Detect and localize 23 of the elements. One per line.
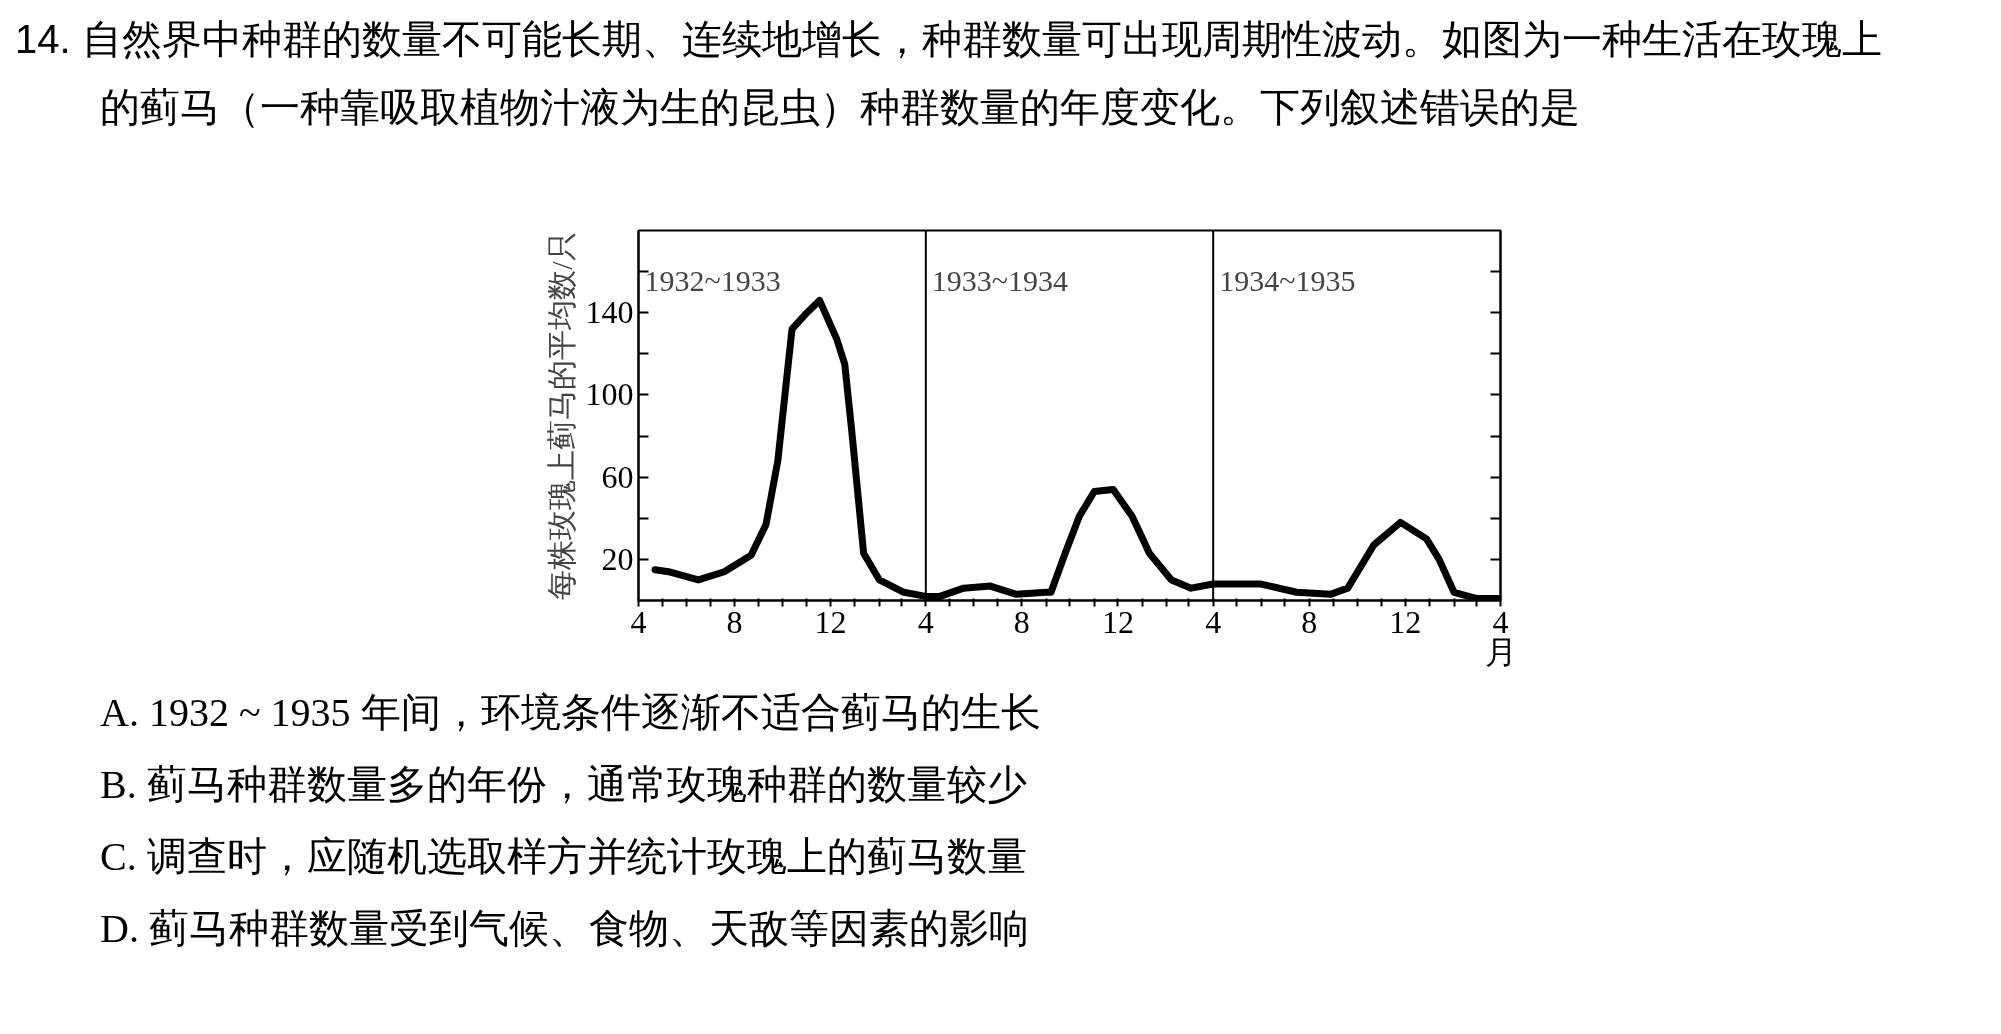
chart-title: 14. 自然界中种群的数量不可能长期、连续地增长，种群数量可出现周期性波动。如图为一种生活在玫瑰上的蓟马（一种靠吸取植物汁液为生的昆虫）种群数量的年度变化。下列叙述错误的是 (14, 16, 1883, 131)
text: B. 蓟马种群数量多的年份，通常玫瑰种群的数量较少 (99, 761, 1028, 809)
annotation: 1934~1935 (1219, 264, 1356, 297)
x-tick-label: 12 (1389, 603, 1422, 640)
text: A. 1932 ~ 1935 年间，环境条件逐渐不适合蓟马的生长 (99, 689, 1041, 737)
y-tick-label: 140 (585, 294, 634, 331)
x-tick-label: 4 (917, 603, 934, 640)
text: C. 调查时，应随机选取样方并统计玫瑰上的蓟马数量 (99, 833, 1028, 881)
text: D. 蓟马种群数量受到气候、食物、天敌等因素的影响 (99, 905, 1030, 953)
annotation: 1932~1933 (644, 264, 781, 297)
x-tick-label: 4 (630, 603, 647, 640)
x-tick-label: 8 (1301, 603, 1318, 640)
y-tick-label: 60 (601, 458, 634, 495)
x-tick-label: 4 (1205, 603, 1222, 640)
x-tick-label: 12 (814, 603, 847, 640)
x-tick-label: 8 (726, 603, 743, 640)
y-tick-label: 100 (585, 376, 634, 413)
y-axis-title: 每株玫瑰上蓟马的平均数/只 (544, 231, 578, 600)
annotation: 1933~1934 (931, 264, 1069, 297)
x-axis-title: 月 (1484, 633, 1517, 670)
x-tick-label: 12 (1101, 603, 1134, 640)
y-tick-label: 20 (601, 540, 634, 577)
x-tick-label: 8 (1013, 603, 1030, 640)
